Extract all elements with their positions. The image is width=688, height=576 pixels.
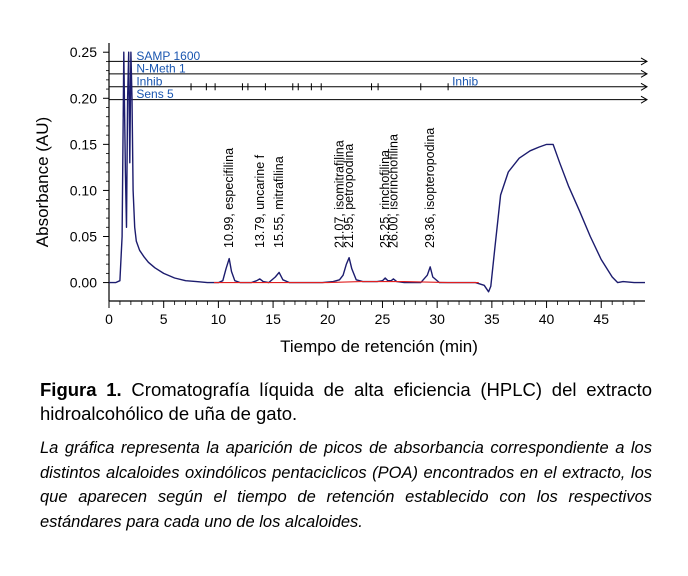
x-tick-label: 40 — [539, 311, 555, 327]
event-label: SAMP 1600 — [136, 49, 200, 63]
x-tick-label: 30 — [429, 311, 445, 327]
y-tick-label: 0.05 — [70, 229, 97, 245]
event-label: N-Meth 1 — [136, 61, 186, 75]
y-tick-label: 0.20 — [70, 90, 97, 106]
peak-label: 15.55, mitrafilina — [272, 156, 286, 248]
x-tick-label: 0 — [105, 311, 113, 327]
x-tick-label: 45 — [593, 311, 609, 327]
peak-label: 29.36, isopteropodina — [423, 128, 437, 248]
y-axis-title: Absorbance (AU) — [33, 117, 52, 247]
peak-label: 25.25, rinchofilina — [378, 150, 392, 248]
chromatogram-trace — [109, 51, 645, 293]
x-tick-label: 25 — [375, 311, 391, 327]
baseline-trace — [214, 281, 479, 284]
y-tick-label: 0.10 — [70, 182, 97, 198]
event-label: Sens 5 — [136, 87, 174, 101]
peak-label: 13.79, uncarine f — [253, 154, 267, 248]
event-arrowhead — [640, 82, 648, 91]
y-tick-label: 0.25 — [70, 44, 97, 60]
hplc-chromatogram: 0.00 0.05 0.10 0.15 0.20 0.25 0 5 10 15 20 25 30 35 40… — [33, 43, 648, 356]
figure-title: Figura 1. Cromatografía líquida de alta … — [40, 378, 652, 426]
event-arrowhead — [640, 69, 648, 78]
x-tick-label: 20 — [320, 311, 336, 327]
figure-description: La gráfica representa la aparición de pi… — [40, 439, 652, 531]
x-tick-label: 35 — [484, 311, 500, 327]
y-tick-label: 0.15 — [70, 136, 97, 152]
x-tick-label: 5 — [160, 311, 168, 327]
event-label: Inhib — [452, 74, 478, 88]
peak-label: 21.07, isomitrafilina — [332, 140, 346, 248]
peak-label: 21.95, petropodina — [342, 144, 356, 248]
figure-title-text: Cromatografía líquida de alta eficiencia… — [40, 379, 652, 424]
event-arrowhead — [640, 95, 648, 104]
y-tick-label: 0.00 — [70, 275, 97, 291]
x-axis-title: Tiempo de retención (min) — [280, 337, 478, 356]
x-tick-label: 10 — [211, 311, 227, 327]
event-label: Inhib — [136, 74, 162, 88]
x-tick-label: 15 — [265, 311, 281, 327]
event-arrowhead — [640, 57, 648, 66]
peak-label: 26.00, isorinchofilina — [386, 134, 400, 248]
peak-label: 10.99, especifilina — [222, 148, 236, 248]
figure-number: Figura 1. — [40, 379, 122, 400]
